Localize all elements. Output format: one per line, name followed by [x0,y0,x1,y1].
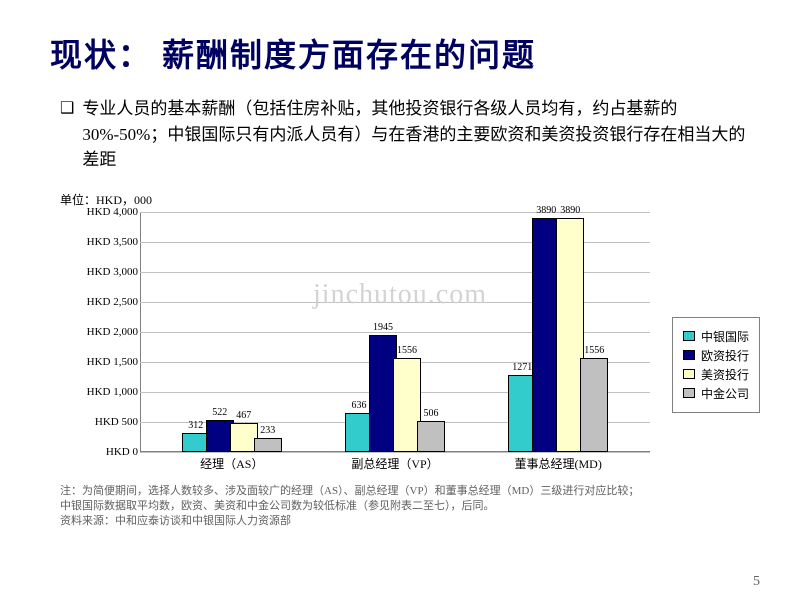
bar-value-label: 1271 [512,362,532,373]
bar-value-label: 636 [352,400,367,411]
y-tick-label: HKD 3,500 [60,236,138,248]
bar-value-label: 3890 [536,205,556,216]
note-line: 资料来源：中和应泰访谈和中银国际人力资源部 [60,514,750,529]
notes: 注：为简便期间，选择人数较多、涉及面较广的经理（AS）、副总经理（VP）和董事总… [50,484,750,530]
gridline [140,452,650,453]
legend-item: 美资投行 [683,366,749,383]
bar [417,421,445,451]
bar-group: 312 522 467 233 [184,407,280,451]
bar-group: 636 1945 1556 506 [347,322,443,452]
y-tick-label: HKD 500 [60,416,138,428]
bar-value-label: 1556 [584,345,604,356]
y-axis: HKD 0HKD 500HKD 1,000HKD 1,500HKD 2,000H… [60,212,140,452]
legend-item: 中银国际 [683,328,749,345]
bullet-marker-icon: ❑ [60,98,74,118]
note-line: 中银国际数据取平均数，欧资、美资和中金公司数为较低标准（参见附表二至七），后同。 [60,499,750,514]
bar [580,358,608,451]
x-axis: 经理（AS） 副总经理（VP） 董事总经理(MD) [140,454,650,472]
legend-label: 中金公司 [701,385,749,402]
x-tick-label: 经理（AS） [200,455,263,472]
bar [254,438,282,452]
y-tick-label: HKD 2,500 [60,296,138,308]
y-tick-label: HKD 4,000 [60,206,138,218]
page-title: 现状： 薪酬制度方面存在的问题 [50,30,750,76]
bar-wrap: 233 [254,425,282,452]
x-tick-label: 副总经理（VP） [351,455,438,472]
legend-swatch-icon [683,331,695,341]
bar-value-label: 506 [424,408,439,419]
bar-chart: HKD 0 HKD 500 HKD 1,000 HKD 1,500 HKD 2,000 H… [60,212,760,472]
legend-swatch-icon [683,388,695,398]
bar-value-label: 312 [188,420,203,431]
unit-label: 单位：HKD，000 [50,191,750,208]
legend-item: 中金公司 [683,385,749,402]
legend: 中银国际欧资投行美资投行中金公司 [672,317,760,413]
bar-group: 1271 3890 3890 1556 [510,205,606,451]
y-tick-label: HKD 0 [60,446,138,458]
main-bullet: ❑ 专业人员的基本薪酬（包括住房补贴，其他投资银行各级人员均有，约占基薪的30%… [50,96,750,173]
bar-value-label: 522 [212,407,227,418]
legend-item: 欧资投行 [683,347,749,364]
page-number: 5 [753,574,760,590]
y-tick-label: HKD 3,000 [60,266,138,278]
plot-area: 3125224672336361945155650612713890389015… [140,212,650,452]
bullet-text: 专业人员的基本薪酬（包括住房补贴，其他投资银行各级人员均有，约占基薪的30%-5… [82,96,750,173]
legend-label: 美资投行 [701,366,749,383]
bar-wrap: 1556 [580,345,608,451]
bar-value-label: 233 [260,425,275,436]
note-line: 注：为简便期间，选择人数较多、涉及面较广的经理（AS）、副总经理（VP）和董事总… [60,484,750,499]
slide: 现状： 薪酬制度方面存在的问题 ❑ 专业人员的基本薪酬（包括住房补贴，其他投资银… [0,0,800,600]
bar-value-label: 467 [236,410,251,421]
bar-value-label: 1945 [373,322,393,333]
x-tick-label: 董事总经理(MD) [515,455,602,472]
legend-label: 中银国际 [701,328,749,345]
y-tick-label: HKD 1,500 [60,356,138,368]
legend-swatch-icon [683,350,695,360]
y-tick-label: HKD 2,000 [60,326,138,338]
legend-swatch-icon [683,369,695,379]
bar-wrap: 506 [417,408,445,451]
bar-value-label: 1556 [397,345,417,356]
y-tick-label: HKD 1,000 [60,386,138,398]
legend-label: 欧资投行 [701,347,749,364]
bar-value-label: 3890 [560,205,580,216]
